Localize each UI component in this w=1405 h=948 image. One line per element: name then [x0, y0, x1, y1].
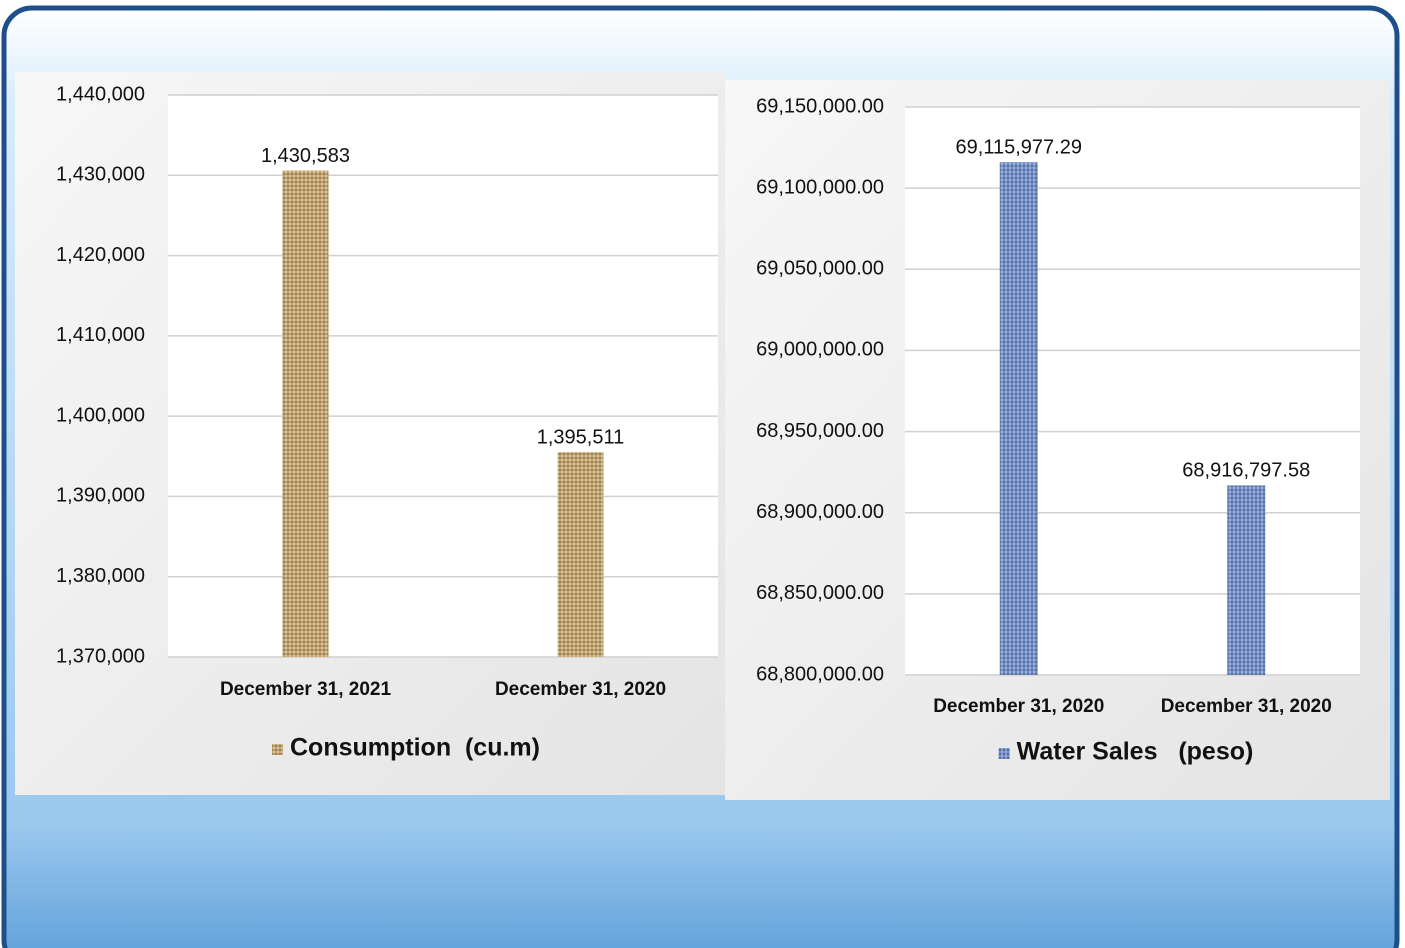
plot-area: [905, 107, 1360, 675]
data-label: 69,115,977.29: [956, 136, 1082, 158]
x-tick-label: December 31, 2020: [933, 696, 1104, 717]
y-tick-label: 68,800,000.00: [756, 663, 884, 685]
y-tick-label: 68,900,000.00: [756, 501, 884, 523]
legend-label: Water Sales (peso): [1017, 738, 1254, 766]
x-tick-label: December 31, 2020: [495, 679, 666, 700]
bar: [999, 162, 1038, 676]
y-tick-label: 1,370,000: [56, 645, 145, 667]
legend-label: Consumption (cu.m): [290, 734, 540, 762]
y-tick-label: 1,430,000: [56, 164, 145, 186]
data-label: 1,430,583: [261, 145, 350, 167]
y-tick-label: 69,050,000.00: [756, 258, 884, 280]
y-tick-label: 1,410,000: [56, 324, 145, 346]
y-tick-label: 1,420,000: [56, 244, 145, 266]
y-tick-label: 69,100,000.00: [756, 176, 884, 198]
y-tick-label: 68,850,000.00: [756, 582, 884, 604]
y-tick-label: 1,400,000: [56, 404, 145, 426]
y-tick-label: 68,950,000.00: [756, 420, 884, 442]
y-tick-label: 69,000,000.00: [756, 339, 884, 361]
bar: [1227, 485, 1266, 675]
data-label: 68,916,797.58: [1182, 460, 1310, 482]
y-tick-label: 1,380,000: [56, 565, 145, 587]
y-tick-label: 1,390,000: [56, 485, 145, 507]
bar: [557, 452, 604, 657]
plot-area: [168, 95, 718, 657]
y-tick-label: 69,150,000.00: [756, 95, 884, 117]
bar: [282, 170, 329, 658]
legend-swatch: [272, 744, 284, 755]
x-tick-label: December 31, 2020: [1161, 696, 1332, 717]
x-tick-label: December 31, 2021: [220, 679, 392, 700]
data-label: 1,395,511: [537, 426, 625, 448]
y-tick-label: 1,440,000: [56, 83, 145, 105]
legend-swatch: [998, 748, 1010, 759]
